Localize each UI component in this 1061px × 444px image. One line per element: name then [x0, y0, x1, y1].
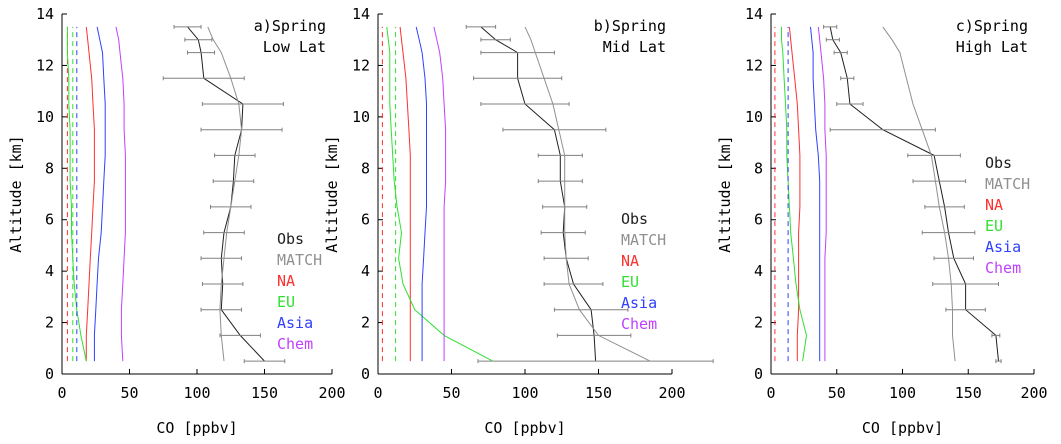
- legend-item-eu: EU: [985, 217, 1003, 235]
- legend-item-na: NA: [621, 252, 639, 270]
- panel-1: 0 50 100 150 200 0 2 4 6 8 10 12 14 CO [ppbv] Altitude…: [7, 5, 346, 437]
- series-line-na: [85, 26, 95, 362]
- y-tick-label: 4: [361, 262, 370, 280]
- y-tick-label: 12: [352, 56, 370, 74]
- legend-item-obs: Obs: [621, 210, 648, 228]
- legend-item-asia: Asia: [277, 314, 313, 332]
- x-tick-label: 100: [183, 384, 210, 402]
- series-line-match: [882, 26, 956, 362]
- y-tick-label: 8: [361, 159, 370, 177]
- x-tick-label: 150: [955, 384, 982, 402]
- x-tick-label: 200: [1020, 384, 1047, 402]
- series-line-eu: [781, 26, 808, 362]
- y-tick-label: 14: [352, 5, 370, 23]
- y-tick-label: 4: [45, 262, 54, 280]
- series-line-eu: [386, 26, 493, 362]
- x-tick-label: 100: [889, 384, 916, 402]
- legend-item-obs: Obs: [985, 154, 1012, 172]
- y-tick-label: 12: [36, 56, 54, 74]
- x-tick-label: 100: [511, 384, 538, 402]
- y-tick-label: 0: [754, 365, 763, 383]
- series-line-obs: [829, 26, 999, 362]
- y-tick-label: 6: [45, 211, 54, 229]
- y-tick-label: 0: [361, 365, 370, 383]
- legend-item-asia: Asia: [985, 238, 1021, 256]
- series-line-match: [524, 26, 651, 362]
- panel-label: a): [254, 17, 272, 35]
- legend-item-asia: Asia: [621, 294, 657, 312]
- series-line-obs: [187, 26, 265, 362]
- x-tick-label: 0: [373, 384, 382, 402]
- x-tick-label: 200: [658, 384, 685, 402]
- legend-item-match: MATCH: [621, 231, 666, 249]
- y-axis-label: Altitude [km]: [7, 135, 25, 252]
- x-tick-label: 150: [251, 384, 278, 402]
- y-tick-label: 10: [36, 108, 54, 126]
- y-tick-label: 2: [45, 314, 54, 332]
- legend-item-na: NA: [277, 272, 295, 290]
- y-axis-label: Altitude [km]: [716, 135, 734, 252]
- y-axis-label: Altitude [km]: [323, 135, 341, 252]
- panel-region: Mid Lat: [603, 38, 666, 56]
- x-tick-label: 50: [828, 384, 846, 402]
- series-line-asia: [415, 26, 427, 362]
- y-tick-label: 2: [754, 314, 763, 332]
- panel-season: Spring: [272, 17, 326, 35]
- series-line-asia: [93, 26, 106, 362]
- y-tick-label: 8: [45, 159, 54, 177]
- legend-item-chem: Chem: [621, 315, 657, 333]
- legend-item-obs: Obs: [277, 230, 304, 248]
- x-tick-label: 50: [442, 384, 460, 402]
- x-axis-label: CO [ppbv]: [156, 419, 237, 437]
- legend-item-na: NA: [985, 196, 1003, 214]
- x-tick-label: 150: [585, 384, 612, 402]
- series-line-na: [399, 26, 411, 362]
- panel-season: Spring: [974, 17, 1028, 35]
- y-tick-label: 12: [745, 56, 763, 74]
- y-tick-label: 14: [745, 5, 763, 23]
- y-tick-label: 2: [361, 314, 370, 332]
- x-tick-label: 200: [318, 384, 345, 402]
- panel-label: b): [594, 17, 612, 35]
- series-line-chem: [433, 26, 447, 362]
- series-line-eu: [66, 26, 87, 362]
- x-tick-label: 0: [57, 384, 66, 402]
- y-tick-label: 8: [754, 159, 763, 177]
- legend-item-eu: EU: [277, 293, 295, 311]
- legend-item-chem: Chem: [277, 335, 313, 353]
- legend-item-match: MATCH: [985, 175, 1030, 193]
- legend-item-chem: Chem: [985, 259, 1021, 277]
- series-line-na: [788, 26, 801, 362]
- panel-title: a)Spring: [254, 17, 326, 35]
- y-tick-label: 0: [45, 365, 54, 383]
- panel-region: Low Lat: [263, 38, 326, 56]
- y-tick-label: 10: [352, 108, 370, 126]
- x-axis-label: CO [ppbv]: [484, 419, 565, 437]
- x-axis-label: CO [ppbv]: [862, 419, 943, 437]
- series-line-chem: [115, 26, 126, 362]
- panel-3: 0 50 100 150 200 0 2 4 6 8 10 12 14 CO [ppbv] Altitude…: [716, 5, 1048, 437]
- legend-item-eu: EU: [621, 273, 639, 291]
- legend-item-match: MATCH: [277, 251, 322, 269]
- panel-title: b)Spring: [594, 17, 666, 35]
- y-tick-label: 6: [361, 211, 370, 229]
- y-tick-label: 10: [745, 108, 763, 126]
- panel-season: Spring: [612, 17, 666, 35]
- x-tick-label: 50: [120, 384, 138, 402]
- panel-title: c)Spring: [956, 17, 1028, 35]
- series-line-asia: [810, 26, 821, 362]
- x-tick-label: 0: [766, 384, 775, 402]
- y-tick-label: 6: [754, 211, 763, 229]
- panel-2: 0 50 100 150 200 0 2 4 6 8 10 12 14 CO [ppbv] Altitude…: [323, 5, 714, 437]
- series-line-match: [207, 26, 243, 362]
- panel-label: c): [956, 17, 974, 35]
- y-tick-label: 14: [36, 5, 54, 23]
- y-tick-label: 4: [754, 262, 763, 280]
- series-line-chem: [817, 26, 827, 362]
- panel-region: High Lat: [956, 38, 1028, 56]
- series-line-obs: [480, 26, 597, 362]
